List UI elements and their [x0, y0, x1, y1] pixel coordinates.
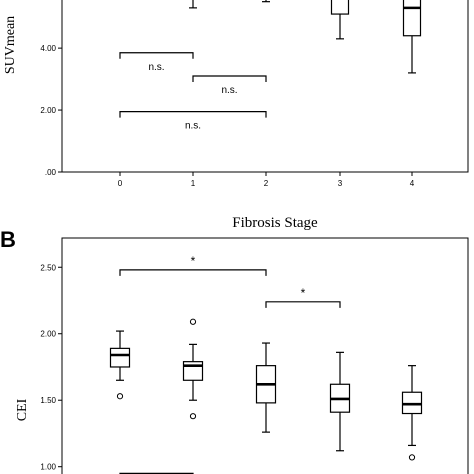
- panel-b-plot-frame: [61, 237, 469, 474]
- panel-b-outlier-point: [189, 413, 197, 420]
- panel-b-y-tick-label: 1.50: [40, 396, 56, 405]
- panel-b-chart: B Fibrosis Stage1.001.502.002.50CEI**n.s…: [0, 215, 469, 474]
- panel-a-box: [330, 0, 350, 15]
- panel-b-outlier-point: [408, 454, 416, 461]
- panel-a-y-tick-label: .00: [45, 168, 57, 177]
- panel-b-significance-bracket: [119, 269, 267, 276]
- panel-a-y-tick-label: 2.00: [40, 106, 56, 115]
- panel-b-outlier-point: [116, 393, 124, 400]
- panel-b-letter: B: [0, 227, 16, 252]
- panel-a-significance-label: n.s.: [148, 62, 164, 73]
- panel-a-significance-label: n.s.: [185, 121, 201, 132]
- panel-b-box: [109, 347, 131, 368]
- panel-b-y-tick-label: 2.00: [40, 330, 56, 339]
- panel-a-y-tick-label: 4.00: [40, 44, 56, 53]
- panel-a-x-tick-label: 3: [338, 179, 343, 188]
- panel-a-significance-bracket: [119, 52, 194, 59]
- panel-a-x-tick-label: 1: [191, 179, 196, 188]
- panel-b-significance-bracket: [265, 301, 341, 308]
- panel-a-significance-bracket: [119, 111, 267, 118]
- panel-b-significance-label: *: [301, 286, 306, 300]
- panel-a-significance-bracket: [192, 75, 267, 82]
- panel-a-box: [402, 0, 422, 37]
- panel-b-y-tick-label: 2.50: [40, 263, 56, 272]
- panel-a-significance-label: n.s.: [221, 85, 237, 96]
- panel-b-y-axis-label: CEI: [15, 398, 30, 421]
- panel-b-box: [401, 391, 423, 415]
- panel-a-chart: .00 2.00 4.00 SUVmean 0 1 2 3 4 n.s. n.s. n.s.: [3, 0, 469, 188]
- panel-a-x-tick-label: 0: [118, 179, 123, 188]
- panel-b-outlier-point: [189, 318, 197, 325]
- panel-a-x-tick-label: 4: [410, 179, 415, 188]
- panel-a-y-axis-label: SUVmean: [3, 16, 18, 74]
- panel-a-x-tick-label: 2: [264, 179, 269, 188]
- panel-b-y-tick-label: 1.00: [40, 463, 56, 472]
- panel-b-significance-bracket: [119, 472, 194, 474]
- panel-b-significance-label: *: [191, 254, 196, 268]
- panel-a-plot-frame: [61, 0, 469, 173]
- panel-b-title: Fibrosis Stage: [232, 215, 318, 231]
